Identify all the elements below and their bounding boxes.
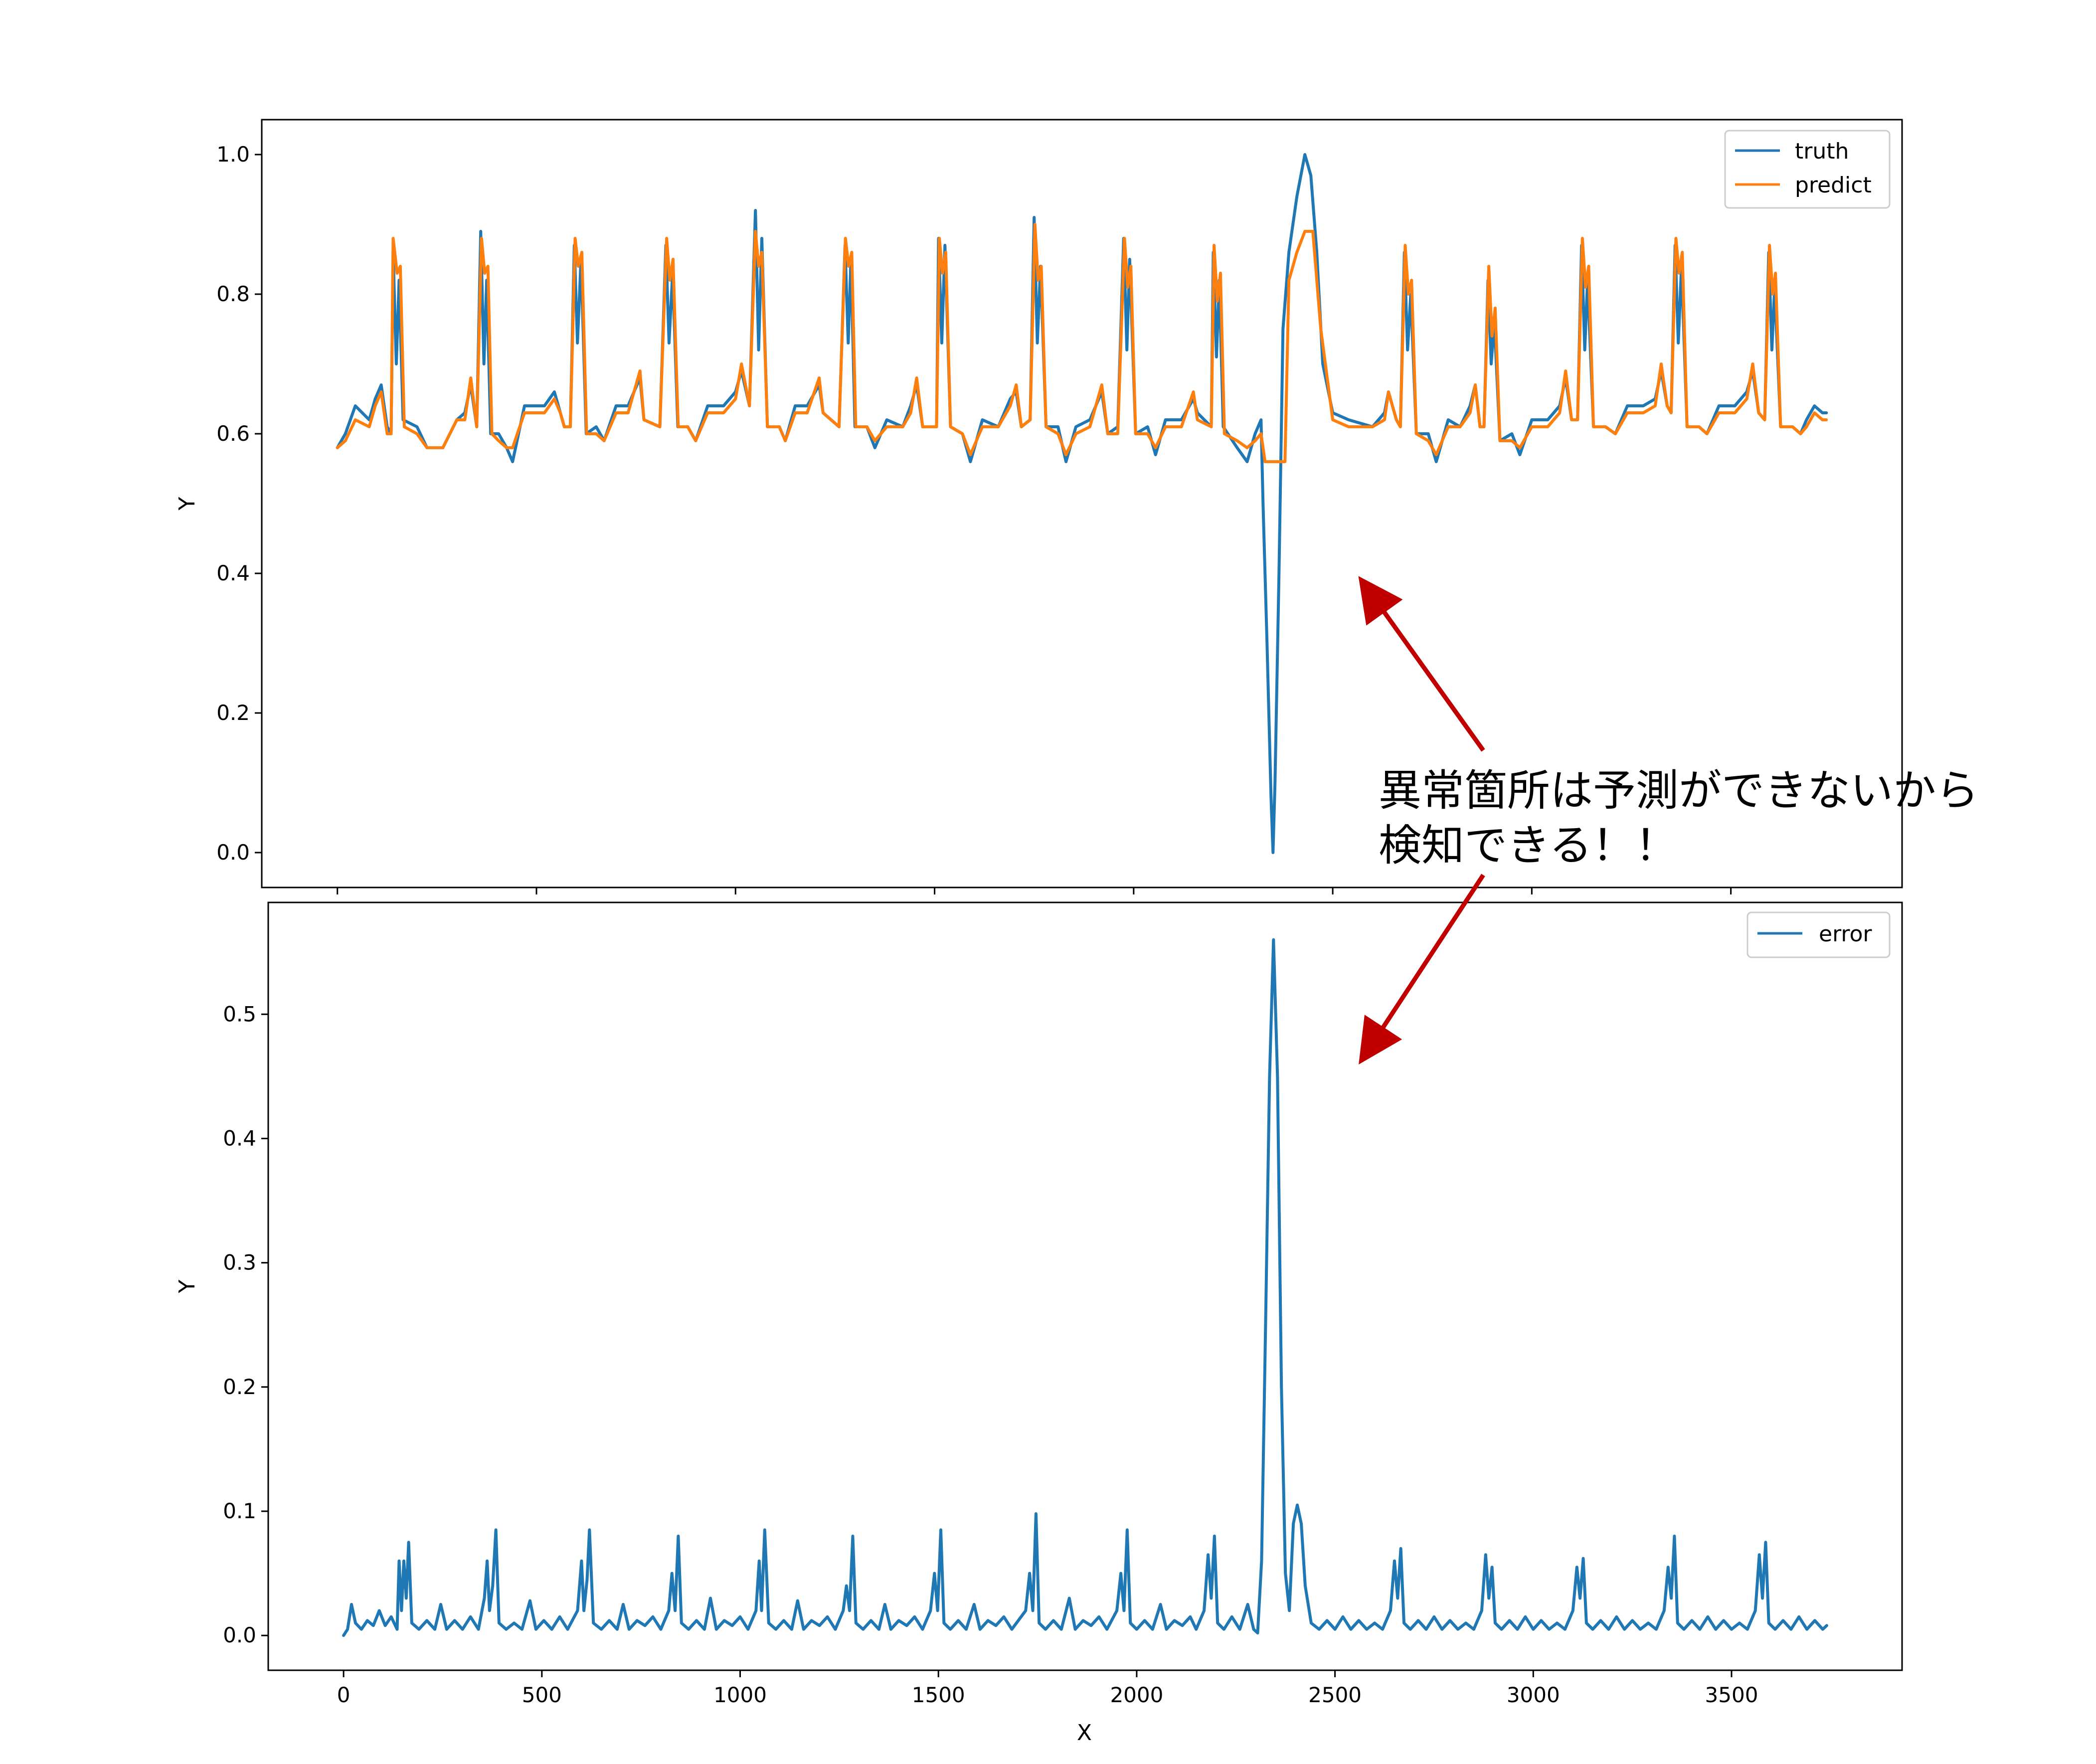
top-y-tick-label: 0.2 [216, 701, 250, 725]
legend-error-label: error [1819, 921, 1872, 947]
bottom-series-lines [342, 938, 1828, 1637]
bottom-y-tick-label: 0.5 [223, 1002, 256, 1026]
top-y-tick-label: 0.4 [216, 561, 250, 585]
bottom-x-tick-label: 2000 [1110, 1683, 1163, 1707]
annotation-arrow-up [1358, 576, 1485, 752]
bottom-x-tick-label: 500 [522, 1683, 562, 1707]
series-line-predict [336, 223, 1828, 463]
bottom-y-tick-label: 0.3 [223, 1250, 256, 1275]
bottom-y-tick-label: 0.4 [223, 1126, 256, 1150]
top-x-ticks [337, 887, 1732, 894]
bottom-chart: 0.0 0.1 0.2 0.3 0.4 0.5 0 500 1000 1500 2000 2500 3… [175, 901, 1903, 1746]
top-y-tick-label: 0.6 [216, 421, 250, 446]
top-axes-frame [261, 119, 1903, 888]
bottom-x-tick-label: 3000 [1507, 1683, 1560, 1707]
bottom-y-ticks: 0.0 0.1 0.2 0.3 0.4 0.5 [223, 1002, 268, 1647]
bottom-y-tick-label: 0.2 [223, 1375, 256, 1399]
bottom-y-tick-label: 0.0 [223, 1623, 256, 1647]
series-line-truth [336, 153, 1828, 854]
series-line-error [342, 938, 1828, 1637]
annotation-text-line2: 検知できる！！ [1379, 821, 1678, 871]
top-series-lines [336, 153, 1828, 854]
bottom-x-tick-label: 1000 [713, 1683, 767, 1707]
bottom-x-axis-label: X [1077, 1720, 1092, 1746]
bottom-x-tick-label: 2500 [1308, 1683, 1362, 1707]
bottom-x-ticks: 0 500 1000 1500 2000 2500 3000 3500 [337, 1670, 1758, 1707]
top-legend: truth predict [1724, 130, 1891, 209]
annotation-arrow-down [1359, 874, 1485, 1065]
legend-truth-label: truth [1795, 139, 1849, 164]
top-chart: 0.0 0.2 0.4 0.6 0.8 1.0 Y truth predict [175, 119, 1903, 894]
annotation: 異常箇所は予測ができないから 検知できる！！ [1358, 576, 1979, 1065]
legend-predict-label: predict [1795, 173, 1872, 198]
bottom-legend: error [1747, 911, 1891, 958]
top-y-tick-label: 1.0 [216, 142, 250, 167]
bottom-x-tick-label: 3500 [1705, 1683, 1758, 1707]
bottom-y-axis-label: Y [175, 1279, 200, 1293]
top-y-tick-label: 0.8 [216, 282, 250, 306]
bottom-axes-frame [267, 901, 1903, 1671]
bottom-x-tick-label: 1500 [912, 1683, 965, 1707]
bottom-x-tick-label: 0 [337, 1683, 350, 1707]
bottom-y-tick-label: 0.1 [223, 1499, 256, 1523]
top-y-ticks: 0.0 0.2 0.4 0.6 0.8 1.0 [216, 142, 262, 865]
annotation-text-line1: 異常箇所は予測ができないから [1379, 766, 1979, 816]
bottom-legend-box [1747, 911, 1891, 958]
top-y-tick-label: 0.0 [216, 840, 250, 865]
top-y-axis-label: Y [175, 497, 200, 511]
